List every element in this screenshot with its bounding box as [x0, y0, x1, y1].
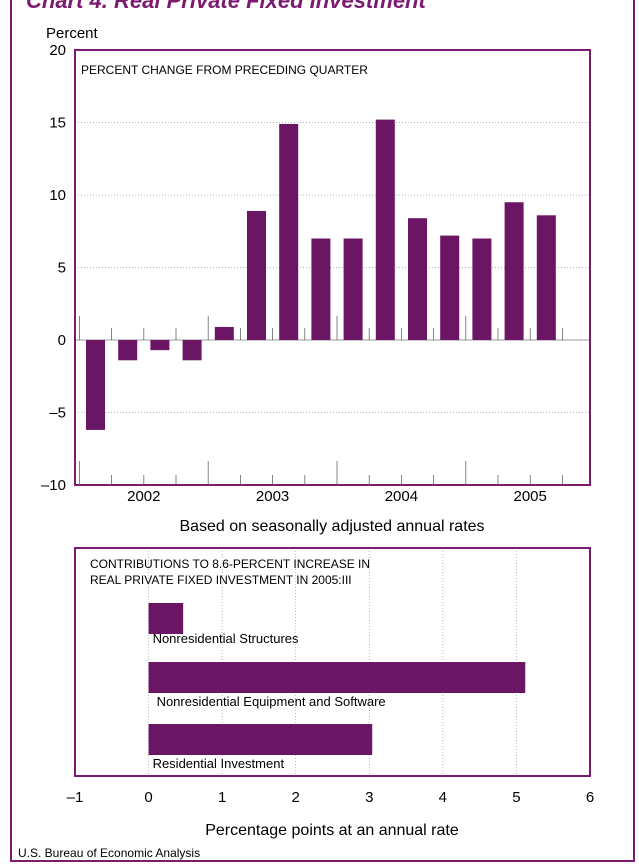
- top-chart-title: PERCENT CHANGE FROM PRECEDING QUARTER: [81, 63, 368, 77]
- top-ylabel: Percent: [46, 25, 99, 42]
- bottom-bar-3: [148, 724, 373, 755]
- bottom-xtick-label: 3: [365, 789, 373, 806]
- bottom-xtick-label: 2: [292, 789, 300, 806]
- top-chart: –10 –5 0 5 10 15 20 2002 2003 2004 2005: [41, 42, 591, 505]
- bottom-bar-label-3: Residential Investment: [153, 756, 285, 771]
- top-bar-2005-III: [536, 215, 556, 340]
- bottom-bar-2: [148, 662, 526, 693]
- top-bar-2002-I: [86, 340, 105, 430]
- top-bar-2002-III: [150, 340, 170, 351]
- bottom-bar-1: [148, 603, 184, 634]
- top-ytick-label: 0: [58, 332, 66, 349]
- top-ytick-label: 20: [49, 42, 66, 59]
- top-bar-2005-I: [472, 238, 492, 340]
- top-caption: Based on seasonally adjusted annual rate…: [179, 518, 484, 535]
- bottom-xtick-label: 1: [218, 789, 226, 806]
- chart-frame: Chart 4. Real Private Fixed Investment: [10, 0, 635, 862]
- bottom-title-line-1: CONTRIBUTIONS TO 8.6-PERCENT INCREASE IN: [90, 557, 370, 571]
- top-year-label: 2002: [127, 488, 160, 505]
- top-bar-2002-IV: [182, 340, 202, 361]
- bottom-xtick-label: –1: [67, 789, 84, 806]
- top-year-label: 2004: [385, 488, 418, 505]
- top-ytick-label: 10: [49, 187, 66, 204]
- bottom-bar-label-1: Nonresidential Structures: [153, 631, 299, 646]
- bottom-title-line-2: REAL PRIVATE FIXED INVESTMENT IN 2005:II…: [90, 573, 352, 587]
- bottom-xlabel: Percentage points at an annual rate: [205, 822, 459, 839]
- top-year-label: 2003: [256, 488, 289, 505]
- bottom-xtick-label: 6: [586, 789, 594, 806]
- source-note: U.S. Bureau of Economic Analysis: [18, 846, 200, 860]
- top-bar-2004-IV: [440, 235, 460, 340]
- top-bar-2003-I: [214, 326, 234, 340]
- top-year-label: 2005: [514, 488, 547, 505]
- bottom-bar-label-2: Nonresidential Equipment and Software: [157, 694, 386, 709]
- top-bar-2003-II: [247, 210, 266, 340]
- top-bar-2005-II: [504, 202, 524, 340]
- top-ytick-label: 15: [49, 115, 66, 132]
- chart-title: Chart 4. Real Private Fixed Investment: [26, 0, 426, 13]
- top-ytick-label: –10: [41, 477, 66, 494]
- top-bar-2003-III: [279, 123, 299, 340]
- top-ytick-label: 5: [58, 260, 66, 277]
- bottom-xtick-label: 5: [512, 789, 520, 806]
- top-bar-2004-II: [375, 119, 395, 340]
- top-bar-2004-I: [343, 238, 363, 340]
- bottom-chart: –1 0 1 2 3 4 5 6 Nonresidential Structures Nonres…: [67, 547, 594, 806]
- bottom-plot-frame: [74, 547, 591, 777]
- top-ytick-label: –5: [49, 405, 66, 422]
- bottom-xtick-label: 0: [144, 789, 152, 806]
- bottom-xtick-label: 4: [439, 789, 447, 806]
- top-plot-frame: [74, 49, 591, 486]
- top-bar-2002-II: [118, 340, 138, 361]
- top-bar-2004-III: [408, 218, 427, 340]
- top-bar-2003-IV: [311, 238, 331, 340]
